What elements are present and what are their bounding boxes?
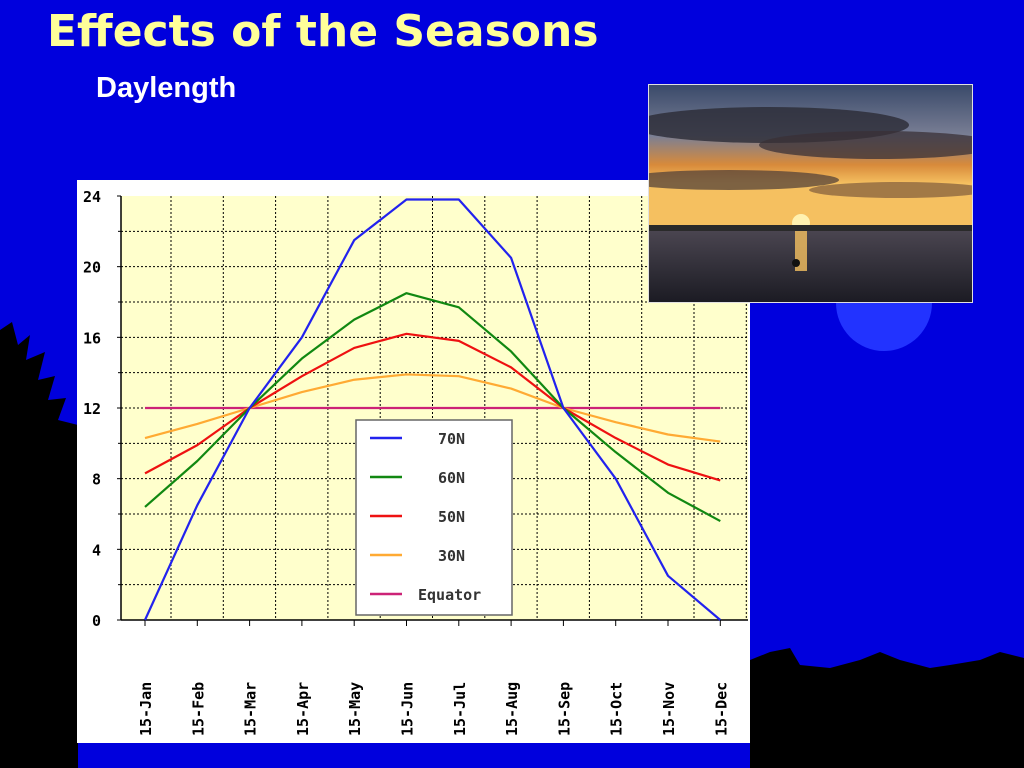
sunset-over-water-image — [649, 85, 972, 302]
x-tick-label: 15-Dec — [712, 682, 730, 736]
y-tick-label: 4 — [92, 541, 101, 559]
y-tick-label: 8 — [92, 471, 101, 489]
sunset-photo — [648, 84, 973, 303]
legend-label-60n: 60N — [438, 469, 465, 487]
x-tick-label: 15-Mar — [242, 682, 260, 736]
daylength-chart: 0 4 8 12 16 20 24 15-Jan 15-Feb 15-Mar 15-Apr 15-Ma… — [77, 180, 750, 743]
legend-label-30n: 30N — [438, 547, 465, 565]
x-tick-label: 15-Sep — [555, 682, 573, 736]
y-tick-label: 20 — [83, 259, 101, 277]
y-tick-label: 0 — [92, 612, 101, 630]
x-tick-label: 15-Jun — [399, 682, 417, 736]
x-tick-label: 15-Feb — [189, 682, 207, 736]
y-tick-label: 24 — [83, 188, 101, 206]
series-line-60n — [144, 292, 721, 523]
x-tick-label: 15-May — [346, 682, 364, 736]
slide-title: Effects of the Seasons — [47, 6, 599, 57]
series-line-70n — [143, 198, 722, 621]
x-tick-label: 15-Oct — [608, 682, 626, 736]
y-tick-label: 12 — [83, 400, 101, 418]
series-line-30n — [144, 373, 721, 443]
hills-silhouette-right — [750, 648, 1024, 768]
x-tick-label: 15-Nov — [660, 682, 678, 736]
series-line-50n — [144, 332, 721, 482]
x-tick-label: 15-Aug — [503, 682, 521, 736]
x-tick-label: 15-Jan — [137, 682, 155, 736]
legend-label-50n: 50N — [438, 508, 465, 526]
legend-label-equator: Equator — [418, 586, 481, 604]
legend-label-70n: 70N — [438, 430, 465, 448]
x-tick-label: 15-Jul — [451, 682, 469, 736]
chart-svg: 0 4 8 12 16 20 24 15-Jan 15-Feb 15-Mar 15-Apr 15-Ma… — [83, 188, 748, 736]
y-tick-label: 16 — [83, 329, 101, 347]
x-tick-label: 15-Apr — [294, 682, 312, 736]
slide-subtitle: Daylength — [96, 72, 237, 104]
tree-silhouette-left — [0, 322, 78, 768]
legend-box — [355, 419, 513, 616]
